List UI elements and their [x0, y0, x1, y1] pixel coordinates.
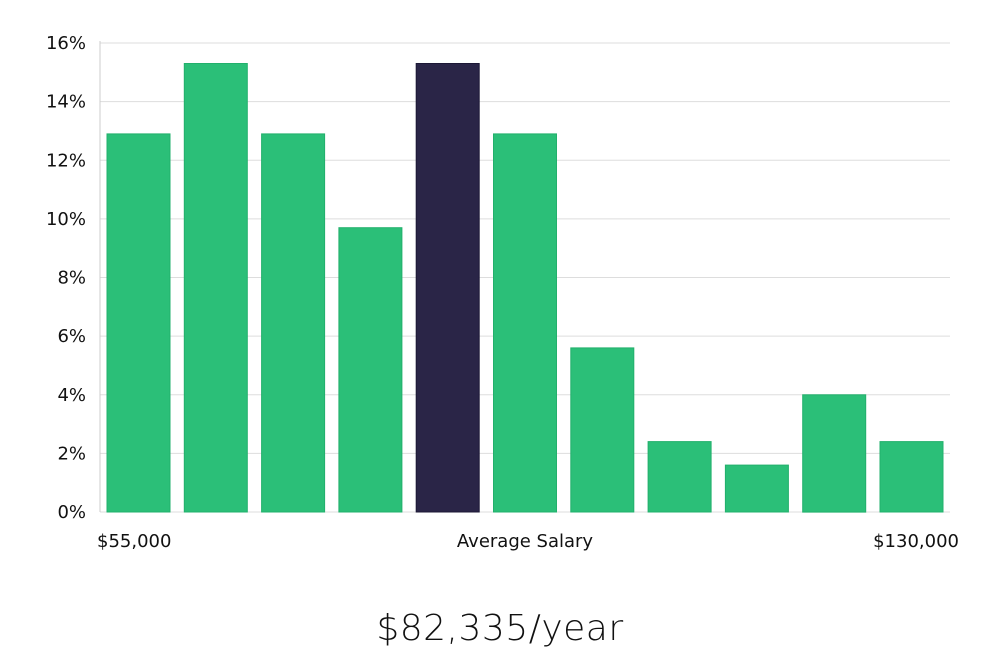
x-label-min: $55,000 [97, 531, 171, 552]
bar [183, 63, 248, 513]
x-axis-labels: $55,000 Average Salary $130,000 [97, 531, 959, 552]
y-tick-label: 4% [57, 385, 86, 406]
bar [570, 347, 635, 513]
bar-highlighted [415, 63, 480, 513]
salary-distribution-chart: 0% 2% 4% 6% 8% 10% 12% 14% 16% $55,000 Average S… [46, 33, 959, 552]
bar [647, 441, 712, 513]
y-tick-label: 16% [46, 33, 86, 54]
y-tick-label: 14% [46, 92, 86, 113]
bar [106, 133, 171, 513]
y-tick-label: 10% [46, 209, 86, 230]
bar [879, 441, 944, 513]
y-tick-label: 2% [57, 443, 86, 464]
bar [493, 133, 557, 513]
bar [724, 464, 789, 513]
y-tick-label: 6% [57, 326, 86, 347]
bar [261, 133, 326, 513]
y-tick-label: 0% [57, 502, 86, 523]
x-label-max: $130,000 [873, 531, 959, 552]
y-axis-ticks: 0% 2% 4% 6% 8% 10% 12% 14% 16% [46, 33, 86, 523]
average-salary-value: $82,335/year [376, 608, 624, 649]
y-tick-label: 8% [57, 268, 86, 289]
y-tick-label: 12% [46, 150, 86, 171]
bar [802, 394, 867, 513]
x-label-average: Average Salary [457, 531, 594, 552]
bars [106, 63, 944, 513]
bar [338, 227, 403, 513]
